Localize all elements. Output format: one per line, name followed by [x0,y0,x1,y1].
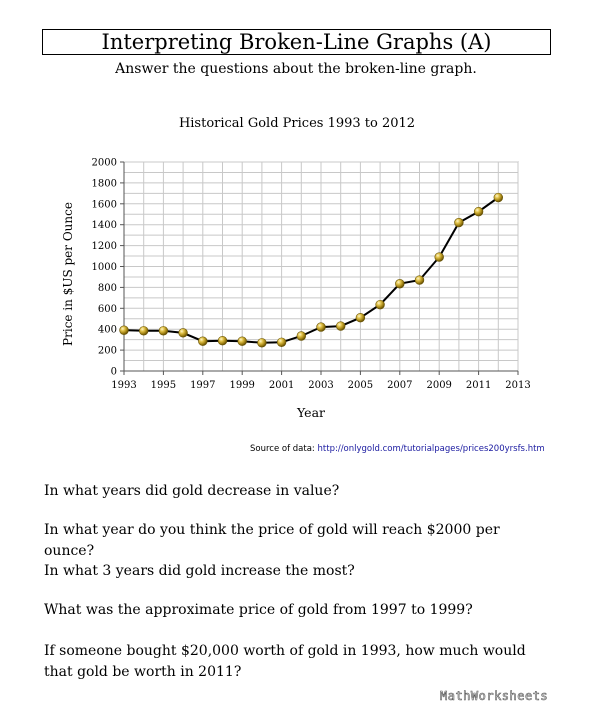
x-tick-label: 2011 [466,380,491,391]
x-tick-label: 1997 [190,380,215,391]
data-point-2003 [316,322,326,332]
data-point-2004 [336,321,346,331]
data-point-1993 [119,325,129,335]
data-point-2006 [375,299,385,310]
data-point-1994 [139,326,149,336]
data-point-2009 [434,252,444,262]
x-tick-label: 1993 [111,380,136,391]
y-tick-label: 400 [98,325,117,336]
data-point-1997 [198,336,208,346]
question-2: In what year do you think the price of g… [44,522,500,559]
instructions: Answer the questions about the broken-li… [115,61,477,77]
y-tick-label: 0 [111,367,117,378]
data-point-1996 [178,328,188,338]
question-1: In what years did gold decrease in value… [44,483,340,499]
data-point-2002 [296,331,306,341]
question-4: What was the approximate price of gold f… [44,602,473,618]
y-tick-label: 200 [98,346,117,357]
source-link[interactable]: http://onlygold.com/tutorialpages/prices… [317,444,545,454]
x-tick-label: 2007 [387,380,412,391]
data-source: Source of data: http://onlygold.com/tuto… [250,444,545,454]
brand-logo: MathWorksheets [440,689,549,704]
x-axis-label: Year [296,405,325,420]
data-point-2010 [454,217,464,228]
data-point-2000 [257,338,267,348]
x-tick-label: 2009 [426,380,451,391]
source-label: Source of data: [250,444,315,454]
data-point-2005 [355,313,366,323]
question-3: In what 3 years did gold increase the mo… [44,563,355,579]
question-5: If someone bought $20,000 worth of gold … [44,643,526,680]
x-tick-label: 1995 [151,380,176,391]
y-tick-label: 2000 [92,158,117,169]
y-tick-label: 1000 [92,262,117,273]
data-point-2007 [395,279,405,289]
y-tick-label: 600 [98,304,117,315]
data-point-2001 [276,337,287,347]
x-tick-label: 2001 [269,380,294,391]
x-tick-label: 1999 [229,380,254,391]
y-axis-label: Price in $US per Ounce [61,202,75,346]
data-point-2011 [473,206,484,217]
data-point-1999 [237,336,247,346]
worksheet-title: Interpreting Broken-Line Graphs (A) [42,29,551,55]
y-tick-label: 1200 [92,241,117,252]
chart-title: Historical Gold Prices 1993 to 2012 [179,116,415,131]
y-tick-label: 1800 [92,178,117,189]
data-point-2008 [414,275,425,285]
y-tick-label: 1600 [92,199,117,210]
x-tick-label: 2003 [308,380,333,391]
data-point-2012 [493,192,503,203]
y-tick-label: 1400 [92,220,117,231]
x-tick-label: 2005 [348,380,373,391]
x-tick-label: 2013 [505,380,530,391]
data-point-1995 [158,326,169,336]
gold-price-chart: Historical Gold Prices 1993 to 2012 0 200… [61,116,531,420]
y-tick-label: 800 [98,283,117,294]
data-point-1998 [217,335,228,346]
